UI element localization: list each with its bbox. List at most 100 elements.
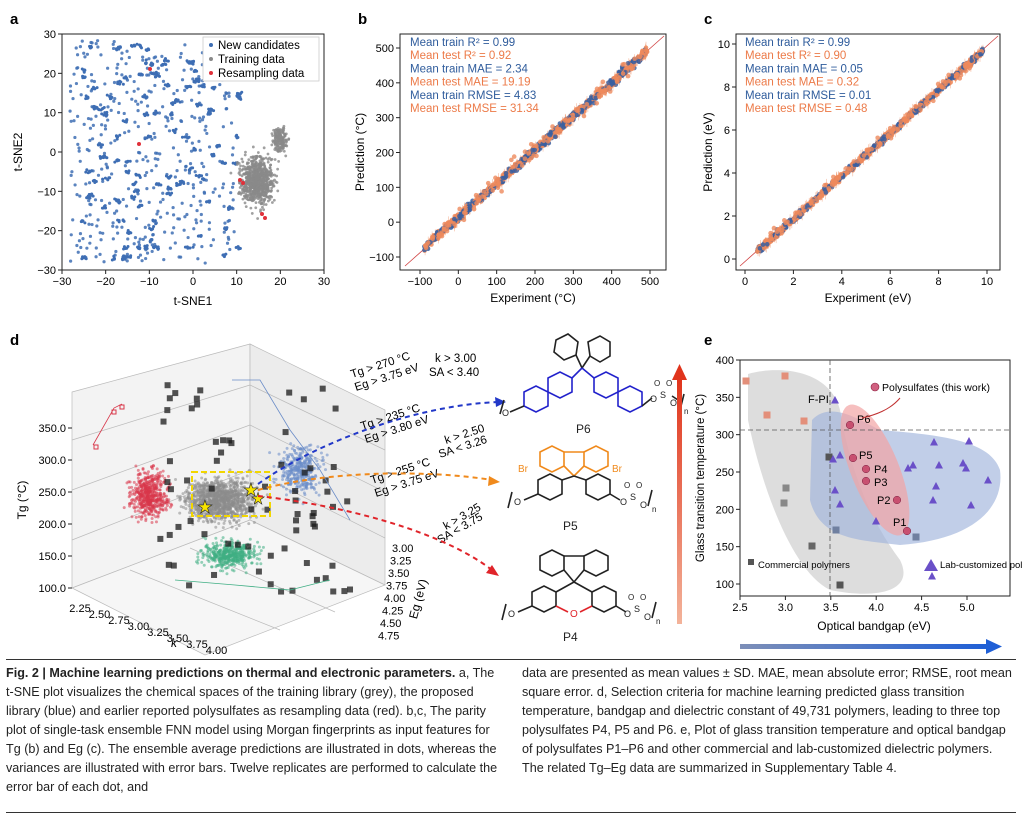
data-point: [168, 246, 172, 250]
data-point: [260, 187, 264, 191]
data-point: [166, 187, 170, 191]
data-point: [186, 235, 190, 240]
data-point: [89, 117, 93, 121]
data-point: [128, 490, 132, 494]
data-point: [83, 75, 87, 79]
data-point: [85, 168, 89, 172]
data-point: [191, 186, 196, 190]
data-point: [145, 244, 149, 248]
tick-label: 6: [724, 125, 730, 137]
tick-label: 6: [887, 276, 893, 288]
data-point: [143, 225, 147, 230]
data-point: [132, 242, 136, 246]
data-point: [244, 150, 247, 154]
data-point: [120, 225, 124, 229]
data-point: [227, 94, 231, 98]
data-point: [88, 213, 92, 217]
tick-label: 30: [318, 276, 330, 288]
data-point: [165, 211, 169, 215]
data-point: [99, 238, 103, 242]
data-point: [71, 96, 75, 101]
data-point: [256, 151, 260, 154]
data-point: [282, 126, 286, 130]
data-point: [768, 230, 773, 236]
data-point: [258, 154, 262, 158]
data-point: [125, 49, 129, 53]
data-point: [164, 494, 168, 498]
data-point: [142, 481, 146, 485]
data-point: [161, 105, 165, 109]
data-point: [136, 468, 140, 472]
data-point: [155, 510, 159, 514]
data-point: [205, 172, 209, 177]
data-point: [208, 112, 212, 116]
data-point: [79, 93, 83, 97]
data-point: [139, 73, 143, 77]
data-point: [96, 107, 100, 111]
data-point: [86, 195, 90, 199]
data-point: [229, 121, 234, 125]
data-point: [126, 159, 130, 163]
data-point: [157, 492, 161, 496]
data-point: [120, 73, 124, 77]
data-point: [175, 183, 179, 187]
data-point: [203, 128, 207, 132]
data-point: [126, 187, 131, 191]
data-point: [276, 145, 280, 149]
tick-label: 10: [718, 39, 730, 51]
data-point: [264, 156, 268, 160]
data-point: [99, 145, 103, 149]
data-point: [191, 245, 195, 249]
data-point: [70, 170, 74, 174]
data-point: [231, 161, 235, 165]
data-point: [156, 514, 160, 518]
data-point: [151, 491, 155, 495]
data-point: [183, 43, 187, 47]
data-point: [467, 204, 473, 209]
data-point: [268, 189, 272, 193]
data-point: [161, 469, 165, 473]
data-point: [500, 175, 506, 181]
data-point: [81, 255, 85, 259]
data-point: [108, 95, 112, 99]
data-point: [615, 74, 620, 79]
data-point: [185, 212, 189, 217]
panel-b-letter: b: [358, 11, 367, 28]
stat-label: Mean train MAE = 2.34: [410, 63, 529, 75]
data-point: [277, 159, 281, 163]
data-point: [83, 55, 87, 59]
data-point: [207, 145, 212, 149]
data-point: [141, 499, 145, 503]
data-point: [99, 133, 103, 137]
data-point: [105, 156, 109, 160]
data-point: [143, 246, 147, 250]
stat-label: Mean test R² = 0.90: [745, 50, 846, 62]
data-point: [150, 137, 154, 141]
stat-label: Mean train MAE = 0.05: [745, 63, 863, 75]
data-point: [95, 224, 99, 228]
data-point: [793, 210, 798, 216]
data-point: [272, 184, 276, 188]
data-point: [779, 230, 784, 236]
data-point: [963, 68, 969, 74]
data-point: [898, 122, 903, 128]
data-point: [190, 141, 194, 145]
data-point: [241, 181, 245, 185]
data-point: [167, 176, 171, 180]
data-point: [212, 154, 216, 158]
data-point: [196, 257, 200, 261]
data-point: [244, 189, 248, 192]
data-point: [452, 221, 457, 227]
data-point: [123, 164, 127, 168]
data-point: [882, 137, 887, 142]
data-point: [125, 252, 129, 256]
data-point: [223, 221, 227, 225]
data-point: [241, 167, 245, 171]
data-point: [136, 102, 140, 106]
stat-label: Mean test MAE = 0.32: [745, 77, 859, 89]
tick-label: 10: [44, 108, 56, 120]
data-point: [154, 164, 158, 168]
data-point: [223, 226, 227, 230]
